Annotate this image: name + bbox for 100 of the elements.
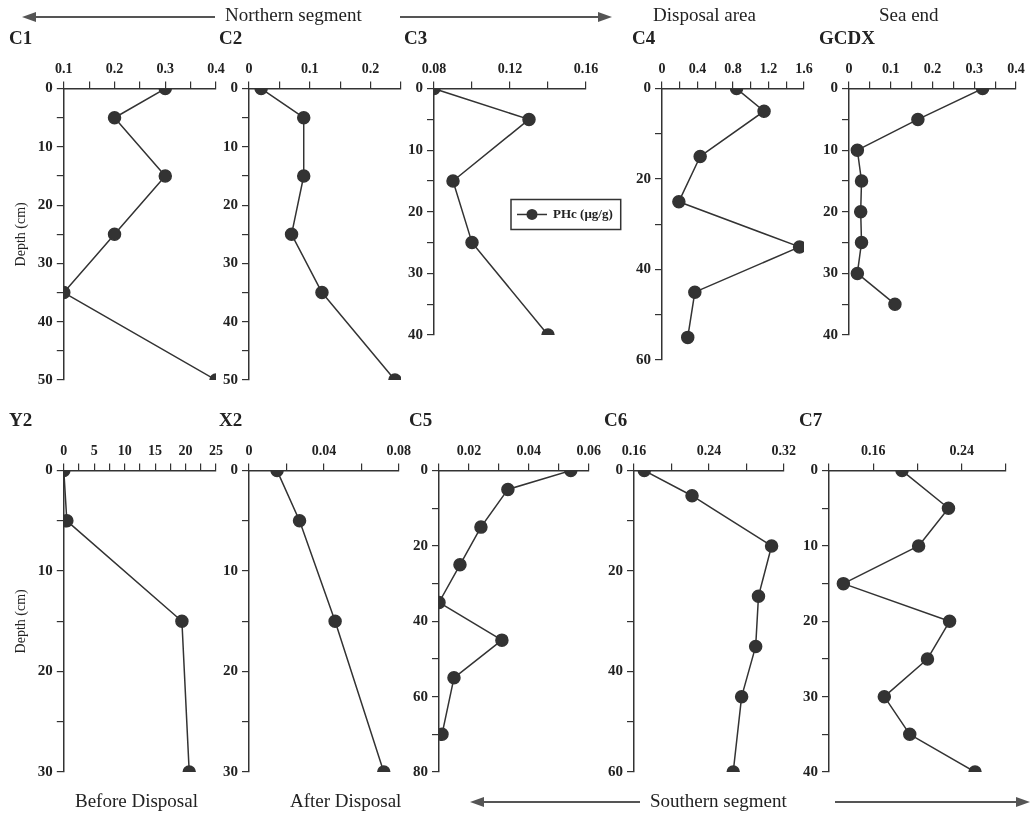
x-tick-label: 0.16 xyxy=(621,442,647,458)
x-tick-label: 20 xyxy=(178,442,193,458)
point xyxy=(903,727,917,742)
point xyxy=(447,671,461,685)
point xyxy=(465,235,479,250)
y-tick-label: 20 xyxy=(37,662,53,679)
y-tick-label: 0 xyxy=(45,79,53,96)
y-tick-label: 30 xyxy=(408,264,423,281)
y-tick-label: 30 xyxy=(803,687,818,704)
x-tick-label: 5 xyxy=(90,442,98,458)
x-tick-label: 0.4 xyxy=(207,60,225,76)
x-tick-label: 1.2 xyxy=(759,60,778,76)
y-tick-label: 10 xyxy=(223,137,238,154)
x-tick-label: 0.3 xyxy=(156,60,175,76)
y-tick-label: 40 xyxy=(37,312,53,329)
y-tick-label: 0 xyxy=(230,461,238,478)
point xyxy=(850,143,865,157)
point xyxy=(522,112,536,127)
x-tick-label: 25 xyxy=(209,442,223,458)
text: Northern segment xyxy=(225,4,362,26)
point xyxy=(853,205,868,219)
x-tick-label: 0.06 xyxy=(576,442,601,458)
point xyxy=(453,558,467,572)
chart-title: Y2 xyxy=(9,409,33,431)
y-tick-label: 0 xyxy=(615,461,623,478)
y-tick-label: 20 xyxy=(803,612,818,629)
x-tick-label: 0.12 xyxy=(497,60,523,76)
y-tick-label: 10 xyxy=(37,561,53,578)
chart-title: C6 xyxy=(604,409,628,431)
y-tick-label: 30 xyxy=(37,254,53,271)
chart-title: GCDX xyxy=(819,27,876,49)
y-tick-label: 0 xyxy=(830,79,838,96)
y-tick-label: 40 xyxy=(823,325,838,342)
point xyxy=(792,240,804,254)
chart-title: X2 xyxy=(219,409,243,431)
point xyxy=(836,576,851,591)
point xyxy=(888,297,902,311)
point xyxy=(854,235,869,250)
text: After Disposal xyxy=(290,790,402,812)
y-tick-label: 60 xyxy=(413,687,428,704)
x-tick-label: 0.2 xyxy=(361,60,380,76)
y-tick-label: 10 xyxy=(408,141,423,158)
y-tick-label: 40 xyxy=(608,662,623,679)
y-axis-title: Depth (cm) xyxy=(13,588,30,654)
y-tick-label: 30 xyxy=(223,762,238,779)
x-tick-label: 0.1 xyxy=(301,60,319,76)
y-tick-label: 20 xyxy=(636,169,651,186)
point xyxy=(315,285,329,300)
point xyxy=(495,633,509,647)
point xyxy=(877,689,892,704)
text: Southern segment xyxy=(650,790,787,812)
y-tick-label: 60 xyxy=(608,762,623,779)
y-tick-label: 60 xyxy=(636,350,651,367)
x-tick-label: 0 xyxy=(60,442,68,458)
x-tick-label: 0 xyxy=(245,442,253,458)
x-tick-label: 0.1 xyxy=(55,60,73,76)
x-tick-label: 0.2 xyxy=(105,60,124,76)
y-tick-label: 0 xyxy=(415,79,423,96)
x-tick-label: 0.16 xyxy=(861,442,886,458)
point xyxy=(911,112,925,127)
chart-title: C1 xyxy=(9,27,33,49)
point xyxy=(284,227,299,242)
x-tick-label: 0.24 xyxy=(949,442,974,458)
point xyxy=(688,285,702,299)
y-tick-label: 10 xyxy=(823,141,838,158)
y-tick-label: 0 xyxy=(420,461,428,478)
x-tick-label: 0.4 xyxy=(688,60,707,76)
x-tick-label: 0.4 xyxy=(1007,60,1025,76)
point xyxy=(685,488,699,503)
chart-title: C2 xyxy=(219,27,243,49)
y-tick-label: 20 xyxy=(408,202,423,219)
text: Disposal area xyxy=(653,4,756,26)
y-tick-label: 0 xyxy=(45,461,53,478)
y-tick-label: 40 xyxy=(223,312,238,329)
y-tick-label: 0 xyxy=(643,79,651,96)
x-tick-label: 0.8 xyxy=(724,60,742,76)
y-tick-label: 50 xyxy=(37,370,53,387)
x-tick-label: 0.02 xyxy=(456,442,482,458)
y-tick-label: 30 xyxy=(223,254,238,271)
y-tick-label: 20 xyxy=(823,202,838,219)
point xyxy=(764,539,779,553)
x-tick-label: 0 xyxy=(245,60,253,76)
point xyxy=(693,149,707,164)
x-tick-label: 0.3 xyxy=(965,60,983,76)
point xyxy=(501,482,515,497)
y-tick-label: 30 xyxy=(37,762,53,779)
y-tick-label: 30 xyxy=(823,264,838,281)
x-tick-label: 0.1 xyxy=(882,60,900,76)
point xyxy=(680,330,695,345)
y-tick-label: 80 xyxy=(413,762,428,779)
y-tick-label: 0 xyxy=(810,461,818,478)
y-tick-label: 10 xyxy=(37,137,53,154)
point xyxy=(107,227,122,242)
text: Before Disposal xyxy=(75,790,198,812)
point xyxy=(854,174,869,188)
y-tick-label: 20 xyxy=(223,196,238,213)
point xyxy=(941,501,956,516)
point xyxy=(158,169,173,183)
x-tick-label: 0 xyxy=(845,60,853,76)
x-tick-label: 0.24 xyxy=(696,442,722,458)
